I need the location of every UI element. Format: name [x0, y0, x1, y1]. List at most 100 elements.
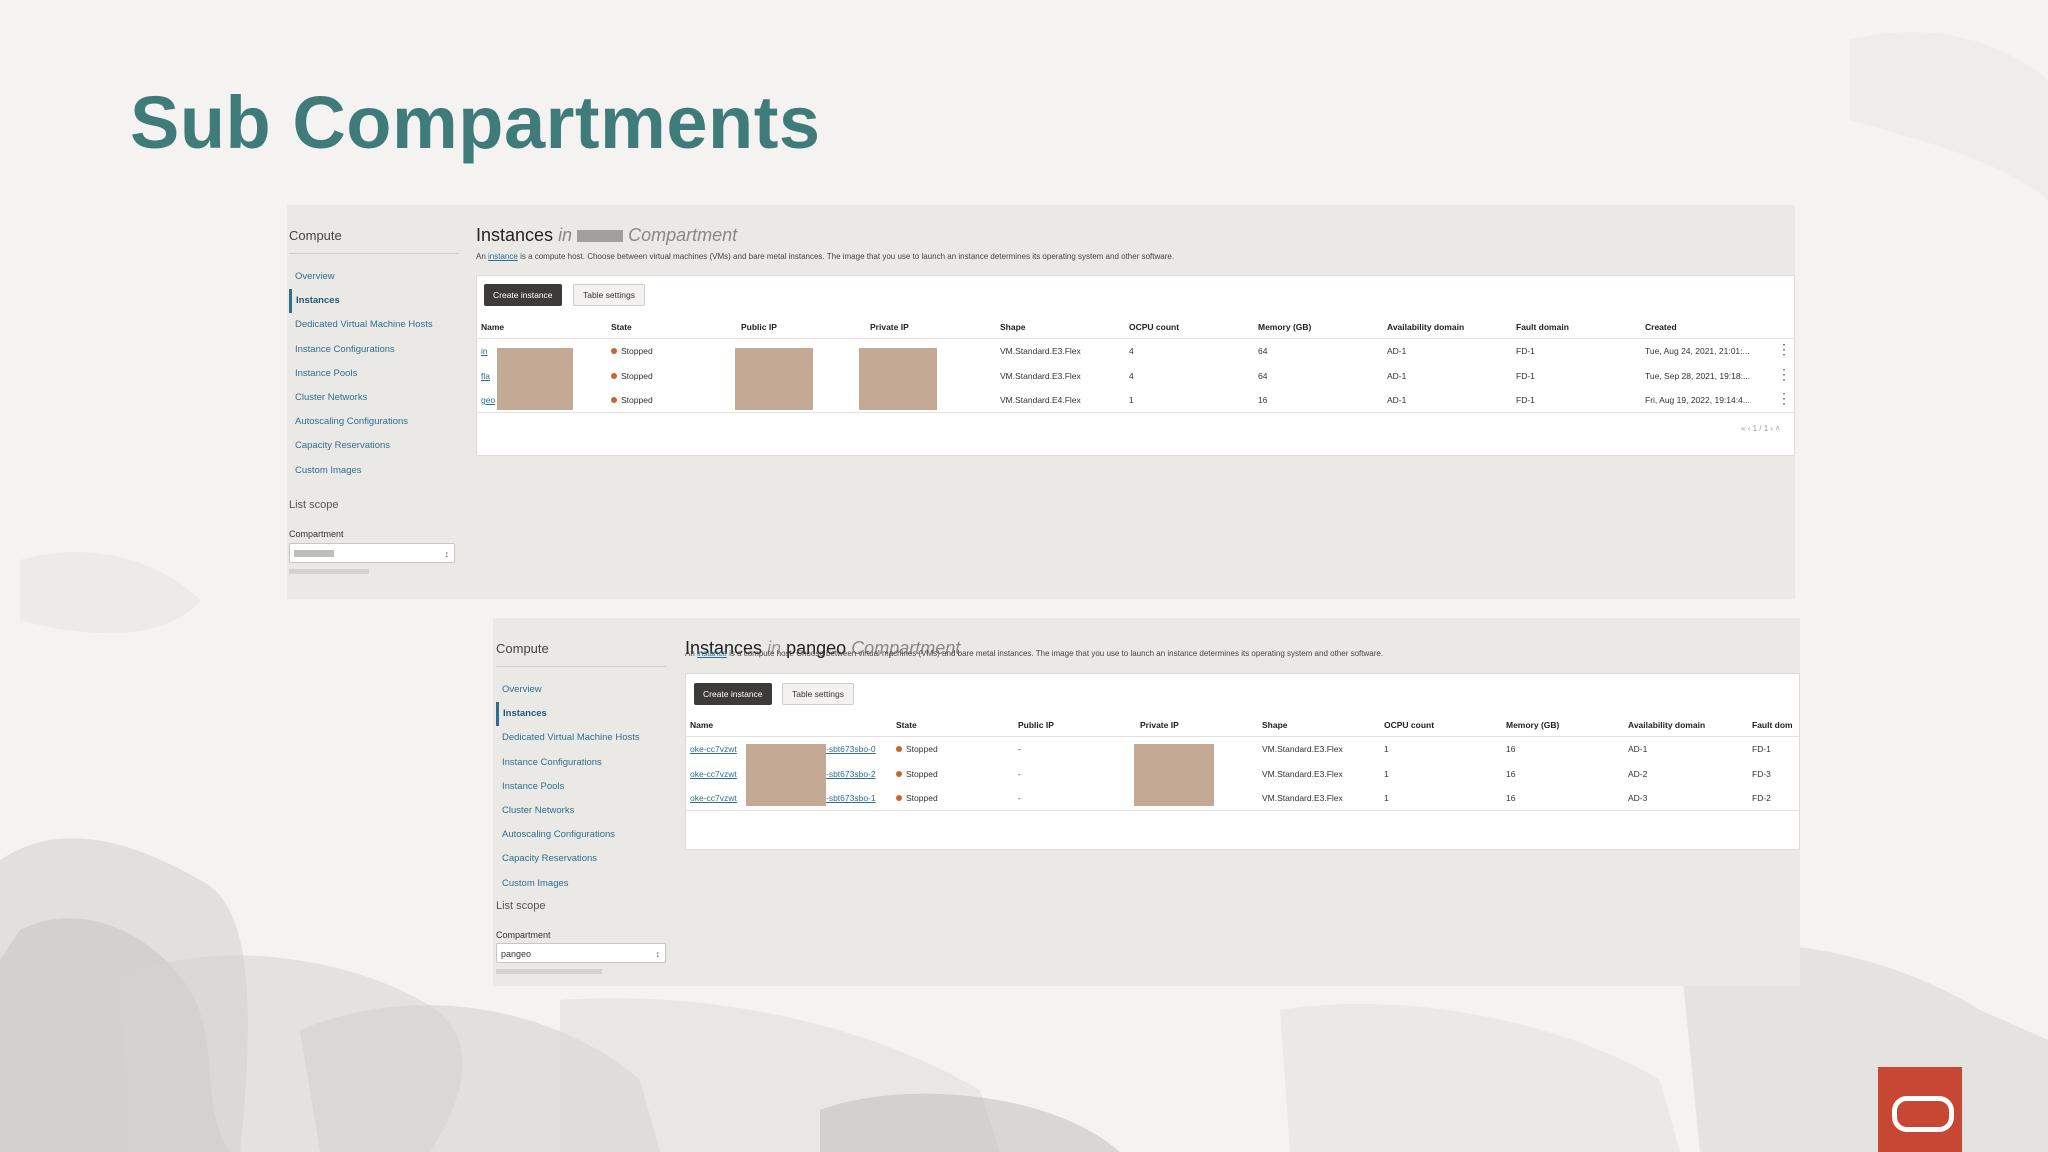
- sidebar-item-instances[interactable]: Instances: [496, 702, 640, 727]
- col-private-ip[interactable]: Private IP: [1140, 720, 1179, 730]
- instance-name-suffix[interactable]: -sbt673sbo-0: [826, 744, 876, 754]
- heading-in: in: [558, 225, 573, 245]
- col-private-ip[interactable]: Private IP: [870, 322, 909, 332]
- sidebar-item-instances[interactable]: Instances: [289, 289, 433, 314]
- compartment-select[interactable]: pangeo ↕: [496, 943, 666, 963]
- col-ocpu[interactable]: OCPU count: [1384, 720, 1435, 730]
- col-public-ip[interactable]: Public IP: [741, 322, 777, 332]
- instance-name-link[interactable]: oke-cc7vzwt: [690, 793, 737, 803]
- ad-cell: AD-1: [1387, 370, 1407, 381]
- instances-panel: Create instance Table settings Name Stat…: [685, 673, 1800, 850]
- col-name[interactable]: Name: [690, 720, 714, 730]
- create-instance-button[interactable]: Create instance: [694, 683, 772, 705]
- ocpu-cell: 1: [1384, 744, 1389, 754]
- state-badge: Stopped: [611, 395, 653, 405]
- description: An instance is a compute host. Choose be…: [685, 649, 1383, 658]
- sidebar-item-custom-images[interactable]: Custom Images: [502, 877, 569, 889]
- instance-name-suffix[interactable]: -sbt673sbo-2: [826, 768, 876, 779]
- ad-cell: AD-2: [1628, 768, 1648, 779]
- sidebar-item-cluster-networks[interactable]: Cluster Networks: [295, 391, 368, 403]
- redacted-compartment-path: [496, 969, 602, 974]
- ad-cell: AD-1: [1387, 395, 1407, 405]
- sidebar-title: Compute: [289, 228, 342, 243]
- sidebar-item-instance-pools[interactable]: Instance Pools: [295, 367, 358, 379]
- first-page-icon[interactable]: «: [1741, 424, 1746, 433]
- table-settings-button[interactable]: Table settings: [573, 284, 645, 306]
- heading-compartment-name: pangeo: [786, 638, 847, 658]
- col-ocpu[interactable]: OCPU count: [1129, 322, 1180, 332]
- sidebar-item-instance-configurations[interactable]: Instance Configurations: [295, 343, 395, 355]
- sidebar-item-instance-configurations[interactable]: Instance Configurations: [502, 756, 602, 768]
- created-cell: Fri, Aug 19, 2022, 19:14:4...: [1645, 395, 1750, 405]
- table-header: Name State Public IP Private IP Shape OC…: [477, 316, 1794, 339]
- sidebar-nav: Overview Instances Dedicated Virtual Mac…: [289, 265, 433, 483]
- prev-page-icon[interactable]: ‹: [1747, 424, 1751, 433]
- redacted-compartment-path: [289, 569, 369, 574]
- page-heading: Instances in Compartment: [476, 225, 737, 246]
- state-badge: Stopped: [611, 371, 653, 381]
- fd-cell: FD-1: [1516, 395, 1535, 405]
- sidebar-item-capacity-reservations[interactable]: Capacity Reservations: [295, 440, 391, 452]
- instance-name-link[interactable]: oke-cc7vzwt: [690, 744, 737, 754]
- table-row: oke-cc7vzwt -sbt673sbo-0 Stopped - VM.St…: [686, 736, 1799, 761]
- col-shape[interactable]: Shape: [1000, 322, 1026, 332]
- next-page-icon[interactable]: ›: [1770, 424, 1774, 433]
- sidebar-item-dedicated-vm-hosts[interactable]: Dedicated Virtual Machine Hosts: [502, 732, 640, 744]
- page-indicator: 1 / 1: [1752, 424, 1769, 433]
- ad-cell: AD-1: [1387, 346, 1407, 356]
- instance-help-link[interactable]: instance: [697, 649, 727, 658]
- page-heading: Instances in pangeo Compartment: [685, 638, 960, 659]
- shape-cell: VM.Standard.E4.Flex: [1000, 395, 1081, 405]
- table-settings-button[interactable]: Table settings: [782, 683, 854, 705]
- updown-caret-icon: ↕: [444, 549, 450, 559]
- col-created[interactable]: Created: [1645, 322, 1677, 332]
- col-availability-domain[interactable]: Availability domain: [1628, 720, 1706, 730]
- redacted-public-ips: [735, 348, 813, 410]
- sidebar-item-custom-images[interactable]: Custom Images: [295, 464, 362, 476]
- kebab-icon[interactable]: ⋮: [1777, 365, 1791, 382]
- sidebar-nav: Overview Instances Dedicated Virtual Mac…: [496, 678, 640, 896]
- col-public-ip[interactable]: Public IP: [1018, 720, 1054, 730]
- compartment-select[interactable]: ↕: [289, 543, 455, 563]
- col-name[interactable]: Name: [481, 322, 505, 332]
- table-row: oke-cc7vzwt -sbt673sbo-2 Stopped - VM.St…: [686, 761, 1799, 786]
- col-memory[interactable]: Memory (GB): [1506, 720, 1560, 730]
- fd-cell: FD-1: [1516, 346, 1535, 356]
- state-badge: Stopped: [611, 346, 653, 356]
- create-instance-button[interactable]: Create instance: [484, 284, 562, 306]
- instance-name-link[interactable]: in: [481, 346, 488, 356]
- sidebar-item-dedicated-vm-hosts[interactable]: Dedicated Virtual Machine Hosts: [295, 319, 433, 331]
- memory-cell: 16: [1506, 793, 1516, 803]
- col-fault-domain[interactable]: Fault domain: [1516, 322, 1569, 332]
- ocpu-cell: 4: [1129, 346, 1134, 356]
- memory-cell: 64: [1258, 370, 1268, 381]
- instance-name-link[interactable]: oke-cc7vzwt: [690, 768, 737, 779]
- col-availability-domain[interactable]: Availability domain: [1387, 322, 1465, 332]
- sidebar-item-cluster-networks[interactable]: Cluster Networks: [502, 804, 575, 816]
- instance-help-link[interactable]: instance: [488, 252, 518, 261]
- sidebar-item-autoscaling[interactable]: Autoscaling Configurations: [502, 829, 616, 841]
- pagination[interactable]: « ‹ 1 / 1 › ˄: [1741, 424, 1780, 433]
- sidebar-item-instance-pools[interactable]: Instance Pools: [502, 780, 565, 792]
- instance-name-link[interactable]: geo: [481, 395, 496, 405]
- col-shape[interactable]: Shape: [1262, 720, 1288, 730]
- instance-name-suffix[interactable]: -sbt673sbo-1: [826, 793, 876, 803]
- description-prefix: An: [685, 649, 695, 658]
- created-cell: Tue, Sep 28, 2021, 19:18:...: [1645, 370, 1751, 381]
- kebab-icon[interactable]: ⋮: [1777, 390, 1791, 406]
- col-state[interactable]: State: [896, 720, 917, 730]
- sidebar-item-autoscaling[interactable]: Autoscaling Configurations: [295, 416, 409, 428]
- sidebar-title: Compute: [496, 641, 549, 656]
- instance-name-link[interactable]: fla: [481, 370, 490, 381]
- col-state[interactable]: State: [611, 322, 632, 332]
- list-scope-heading: List scope: [496, 900, 546, 912]
- updown-caret-icon: ↕: [655, 949, 661, 959]
- kebab-icon[interactable]: ⋮: [1777, 341, 1791, 357]
- shape-cell: VM.Standard.E3.Flex: [1000, 370, 1081, 381]
- col-fault-domain[interactable]: Fault dom: [1752, 720, 1793, 730]
- sidebar-item-overview[interactable]: Overview: [295, 271, 335, 282]
- sidebar-item-capacity-reservations[interactable]: Capacity Reservations: [502, 853, 598, 865]
- scroll-top-icon[interactable]: ˄: [1775, 424, 1780, 433]
- col-memory[interactable]: Memory (GB): [1258, 322, 1312, 332]
- sidebar-item-overview[interactable]: Overview: [502, 684, 542, 695]
